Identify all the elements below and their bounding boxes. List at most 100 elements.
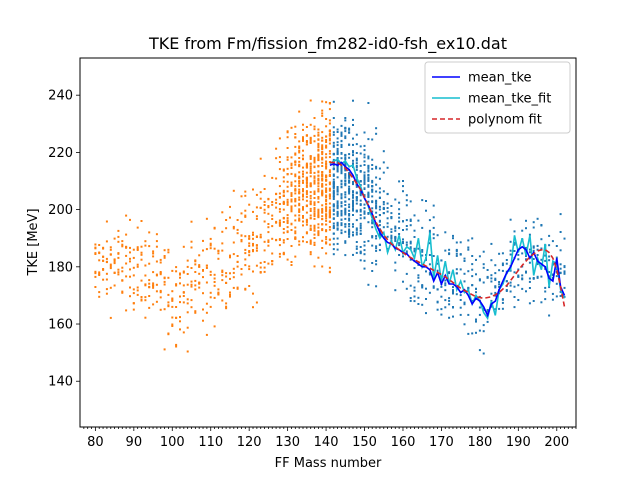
scatter-point — [321, 194, 324, 197]
scatter-point — [98, 259, 101, 262]
scatter-point — [328, 181, 331, 184]
scatter-point — [132, 248, 135, 251]
scatter-point — [367, 170, 370, 173]
scatter-point — [294, 133, 297, 135]
scatter-point — [498, 269, 501, 272]
scatter-point — [463, 260, 466, 262]
scatter-point — [102, 246, 105, 249]
scatter-point — [240, 220, 243, 223]
scatter-point — [302, 170, 304, 173]
scatter-point — [248, 242, 251, 245]
scatter-point — [371, 226, 374, 229]
scatter-point — [113, 262, 116, 265]
scatter-point — [528, 280, 531, 283]
scatter-point — [328, 197, 331, 200]
scatter-point — [359, 152, 362, 155]
scatter-point — [394, 289, 397, 292]
scatter-point — [336, 242, 339, 245]
scatter-point — [321, 136, 324, 139]
scatter-point — [548, 314, 551, 317]
scatter-point — [359, 203, 362, 206]
scatter-point — [298, 209, 301, 212]
x-tick-label: 100 — [160, 435, 185, 450]
scatter-point — [328, 226, 331, 228]
scatter-point — [263, 174, 266, 177]
scatter-point — [225, 307, 228, 310]
scatter-point — [432, 216, 435, 219]
scatter-point — [371, 236, 374, 239]
scatter-point — [298, 190, 301, 193]
scatter-point — [298, 208, 301, 211]
scatter-point — [317, 185, 320, 188]
scatter-point — [325, 241, 328, 244]
scatter-point — [286, 201, 289, 204]
scatter-point — [321, 247, 324, 249]
scatter-point — [340, 131, 343, 134]
scatter-point — [463, 272, 466, 275]
scatter-point — [302, 208, 304, 211]
scatter-point — [302, 188, 304, 191]
scatter-point — [332, 217, 335, 220]
scatter-point — [548, 259, 551, 262]
scatter-point — [394, 198, 397, 201]
scatter-point — [321, 190, 324, 193]
scatter-point — [367, 194, 370, 197]
scatter-point — [179, 301, 181, 304]
scatter-point — [536, 276, 539, 279]
scatter-point — [332, 248, 335, 251]
scatter-point — [205, 333, 208, 336]
scatter-point — [140, 296, 143, 298]
scatter-point — [305, 134, 308, 137]
scatter-point — [144, 283, 147, 286]
scatter-point — [171, 305, 174, 308]
scatter-point — [263, 249, 266, 252]
scatter-point — [309, 162, 312, 165]
scatter-point — [340, 201, 343, 204]
scatter-point — [440, 295, 443, 298]
scatter-point — [278, 255, 281, 258]
scatter-point — [305, 171, 308, 174]
scatter-point — [317, 226, 320, 229]
scatter-point — [325, 194, 328, 197]
x-tick-label: 190 — [506, 435, 531, 450]
scatter-point — [367, 102, 370, 104]
scatter-point — [348, 206, 351, 209]
scatter-point — [475, 287, 477, 290]
scatter-point — [340, 196, 343, 199]
scatter-point — [175, 284, 178, 287]
scatter-point — [317, 234, 320, 237]
scatter-point — [294, 232, 297, 235]
scatter-point — [359, 193, 362, 195]
scatter-point — [298, 140, 301, 143]
scatter-point — [302, 173, 304, 176]
scatter-point — [252, 233, 254, 236]
scatter-point — [105, 260, 108, 263]
scatter-point — [217, 288, 220, 291]
scatter-point — [248, 251, 251, 254]
scatter-point — [248, 285, 251, 287]
scatter-point — [405, 272, 408, 275]
scatter-point — [298, 147, 301, 149]
scatter-point — [559, 263, 562, 266]
scatter-point — [517, 274, 520, 277]
scatter-point — [213, 296, 216, 299]
scatter-point — [363, 164, 366, 166]
scatter-point — [540, 301, 543, 304]
scatter-point — [294, 175, 297, 178]
scatter-point — [417, 276, 420, 279]
scatter-point — [278, 244, 281, 247]
scatter-point — [282, 203, 285, 205]
scatter-point — [302, 215, 304, 217]
scatter-point — [313, 202, 316, 205]
scatter-point — [494, 291, 497, 294]
scatter-point — [248, 265, 251, 268]
scatter-point — [236, 265, 239, 268]
scatter-point — [475, 258, 477, 261]
scatter-point — [340, 143, 343, 146]
scatter-point — [205, 302, 208, 305]
scatter-point — [132, 256, 135, 259]
scatter-point — [332, 209, 335, 212]
scatter-point — [517, 299, 520, 301]
scatter-point — [179, 295, 181, 298]
